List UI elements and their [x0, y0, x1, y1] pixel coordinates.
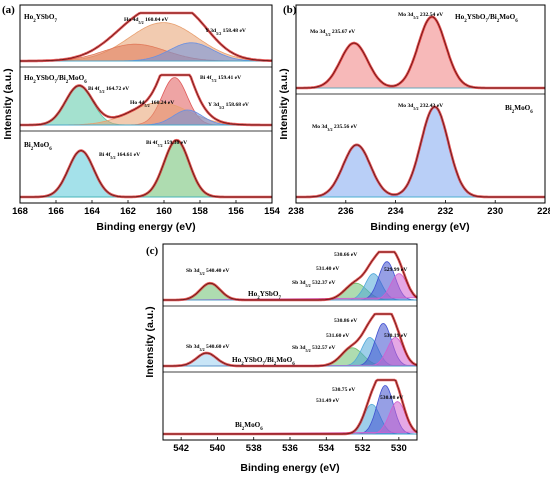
panel-a-ticks: 168 166 164 162 160 158 156 154	[12, 200, 281, 217]
panel-c-xlabel: Binding energy (eV)	[240, 462, 339, 474]
panel-b-sample-2: Bi2MoO6	[505, 104, 533, 115]
panel-a-sample-1: Ho2YSbO7	[24, 13, 57, 24]
x-tick-label-b-3: 232	[437, 206, 453, 217]
x-tick-label-c-0: 542	[173, 443, 189, 454]
panel-c-ylabel: Intensity (a.u.)	[144, 306, 156, 377]
panel-c-label: (c)	[146, 245, 159, 257]
panel-b-annot-mo-3d52: Mo 3d5/2 232.54 eV	[398, 12, 443, 20]
panel-b-xlabel: Binding energy (eV)	[370, 221, 469, 233]
panel-c-annot-sb-3d52: Sb 3d5/2 532.37 eV	[292, 280, 335, 288]
panel-a-ylabel: Intensity (a.u.)	[2, 68, 14, 139]
panel-a-annot-ho-4d: Ho 4d5/2 160.04 eV	[124, 17, 168, 25]
panel-a: (a) Ho2YSbO7 Ho2YSbO7/Bi2MoO6 Bi2MoO6 Ho…	[2, 4, 281, 233]
panel-b-label: (b)	[283, 4, 297, 16]
x-tick-label-a-2: 164	[84, 206, 101, 217]
envelope-fit-b-0	[296, 16, 545, 89]
x-tick-label-c-5: 532	[355, 443, 371, 454]
panel-a-plot	[19, 11, 273, 199]
panel-a-annot-ho-4d-2: Ho 4d5/2 160.24 eV	[130, 100, 174, 108]
panel-a-annot-bi-4f52: Bi 4f5/2 164.72 eV	[88, 86, 129, 94]
envelope-fit-a-1	[20, 74, 272, 126]
panel-b-frame	[295, 4, 546, 204]
x-tick-label-c-1: 540	[209, 443, 225, 454]
panel-b: (b) Ho2YSbO7/Bi2MoO6 Bi2MoO6 Mo 3d3/2 23…	[278, 4, 550, 233]
x-tick-label-b-2: 234	[388, 206, 405, 217]
envelope-fit-a-2	[20, 139, 272, 198]
panel-a-annot-bi-4f72-3: Bi 4f7/2 159.30 eV	[146, 140, 187, 148]
panel-c-annot-53086: 530.86 eV	[334, 318, 357, 324]
panel-b-ylabel: Intensity (a.u.)	[278, 68, 290, 139]
panel-c: (c) Ho2YSbO7 Ho2YSbO7/Bi2MoO6 Bi2MoO6 Sb…	[144, 243, 419, 474]
panel-c-annot-53160: 531.60 eV	[326, 333, 349, 339]
x-tick-label-b-0: 238	[288, 206, 304, 217]
panel-c-plot	[162, 250, 419, 436]
panel-c-annot-53149: 531.49 eV	[316, 398, 339, 404]
x-tick-label-a-0: 168	[12, 206, 28, 217]
panel-a-frame	[19, 4, 273, 204]
x-tick-label-a-3: 162	[120, 206, 136, 217]
envelope-fit-a-0	[20, 12, 272, 62]
panel-b-annot-mo-3d52-2: Mo 3d5/2 232.43 eV	[398, 103, 443, 111]
x-tick-label-a-1: 166	[48, 206, 64, 217]
panel-c-annot-53075: 530.75 eV	[332, 387, 355, 393]
x-tick-label-a-7: 154	[264, 206, 281, 217]
panel-a-xlabel: Binding energy (eV)	[96, 221, 195, 233]
panel-c-annot-53008: 530.08 eV	[380, 395, 403, 401]
panel-a-sample-2: Ho2YSbO7/Bi2MoO6	[24, 74, 87, 85]
panel-a-label: (a)	[2, 4, 15, 16]
panel-b-ticks: 238 236 234 232 230 228	[288, 200, 550, 217]
envelope-fit-b-1	[296, 106, 545, 198]
panel-c-annot-53019: 530.19 eV	[384, 333, 407, 339]
panel-a-annot-bi-4f72: Bi 4f7/2 159.41 eV	[200, 75, 241, 83]
x-tick-label-b-4: 230	[487, 206, 503, 217]
panel-c-ticks: 542 540 538 536 534 532 530	[173, 437, 407, 454]
x-tick-label-c-2: 538	[246, 443, 262, 454]
panel-c-sample-2: Ho2YSbO7/Bi2MoO6	[232, 356, 295, 367]
panel-c-annot-sb-3d32: Sb 3d3/2 540.40 eV	[186, 268, 229, 276]
x-tick-label-c-6: 530	[391, 443, 407, 454]
x-tick-label-c-4: 534	[318, 443, 335, 454]
panel-c-annot-52999: 529.99 eV	[384, 267, 407, 273]
panel-a-annot-bi-4f52-3: Bi 4f5/2 164.61 eV	[99, 152, 140, 160]
panel-b-annot-mo-3d32-2: Mo 3d3/2 235.56 eV	[312, 124, 357, 132]
peak-component-c-2-1	[163, 385, 417, 435]
panel-b-plot	[296, 15, 545, 199]
panel-a-annot-y-3d-2: Y 3d5/2 158.68 eV	[208, 102, 249, 110]
panel-c-annot-sb-3d32-2: Sb 3d3/2 540.60 eV	[186, 344, 229, 352]
panel-c-annot-53140: 531.40 eV	[316, 266, 339, 272]
panel-c-sample-1: Ho2YSbO7	[248, 290, 281, 301]
panel-b-annot-mo-3d32: Mo 3d3/2 235.67 eV	[310, 29, 355, 37]
envelope-fit-c-0	[163, 251, 418, 301]
x-tick-label-a-5: 158	[192, 206, 208, 217]
panel-c-annot-53066: 530.66 eV	[334, 252, 357, 258]
x-tick-label-b-5: 228	[537, 206, 550, 217]
envelope-fit-c-2	[163, 379, 418, 435]
panel-c-sample-3: Bi2MoO6	[235, 421, 263, 432]
panel-b-sample-1: Ho2YSbO7/Bi2MoO6	[455, 13, 518, 24]
x-tick-label-c-3: 536	[282, 443, 298, 454]
x-tick-label-b-1: 236	[338, 206, 354, 217]
panel-a-annot-y-3d: Y 3d5/2 158.48 eV	[205, 28, 246, 36]
envelope-fit-c-1	[163, 313, 418, 367]
x-tick-label-a-4: 160	[156, 206, 172, 217]
x-tick-label-a-6: 156	[228, 206, 244, 217]
panel-a-sample-3: Bi2MoO6	[24, 141, 52, 152]
panel-c-annot-sb-3d52-2: Sb 3d5/2 532.57 eV	[292, 345, 335, 353]
